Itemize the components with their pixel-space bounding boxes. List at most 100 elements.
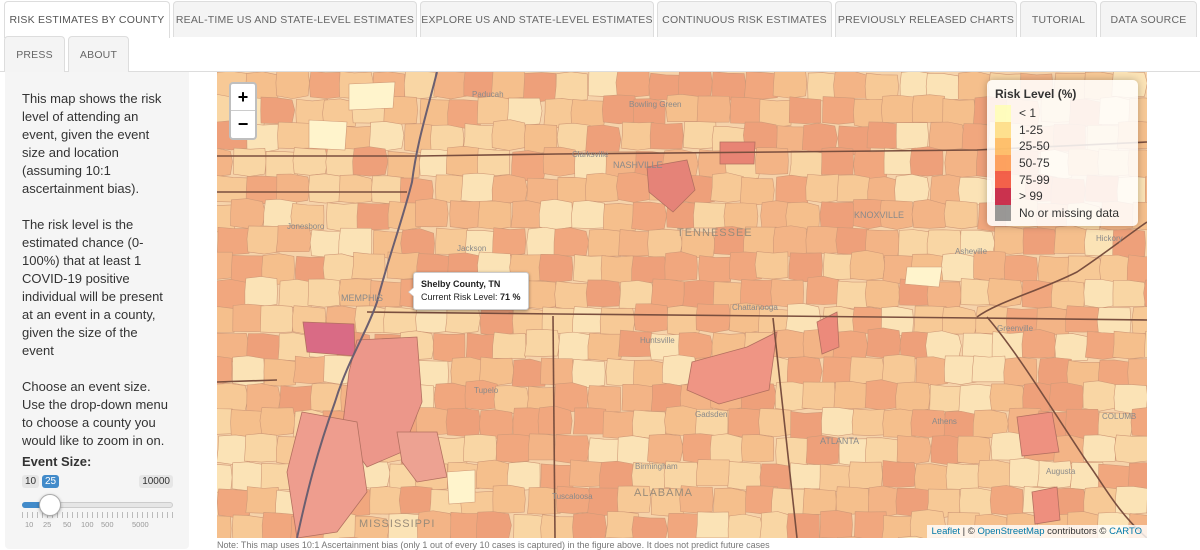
county-shape[interactable] bbox=[293, 356, 328, 383]
county-shape[interactable] bbox=[464, 434, 497, 462]
county-shape[interactable] bbox=[246, 487, 280, 514]
county-shape[interactable] bbox=[958, 72, 990, 100]
county-shape[interactable] bbox=[806, 174, 840, 202]
county-shape[interactable] bbox=[724, 203, 758, 230]
county-shape[interactable] bbox=[433, 333, 465, 361]
county-shape[interactable] bbox=[493, 228, 526, 256]
county-shape[interactable] bbox=[897, 436, 931, 464]
county-shape[interactable] bbox=[1145, 177, 1147, 206]
county-shape[interactable] bbox=[972, 356, 1006, 382]
slider-handle[interactable] bbox=[39, 494, 61, 516]
risk-map[interactable]: Paducah Bowling Green Clarksville NASHVI… bbox=[217, 72, 1147, 538]
county-shape[interactable] bbox=[944, 201, 977, 229]
county-shape[interactable] bbox=[569, 460, 602, 487]
county-shape[interactable] bbox=[941, 253, 976, 281]
county-shape[interactable] bbox=[352, 252, 385, 279]
county-shape[interactable] bbox=[728, 409, 762, 437]
county-shape[interactable] bbox=[217, 148, 232, 177]
county-shape[interactable] bbox=[882, 460, 915, 487]
county-shape[interactable] bbox=[554, 435, 590, 463]
county-shape[interactable] bbox=[1127, 255, 1147, 282]
county-shape[interactable] bbox=[217, 175, 249, 201]
county-shape[interactable] bbox=[1055, 334, 1090, 361]
county-shape[interactable] bbox=[1049, 382, 1084, 411]
county-shape[interactable] bbox=[477, 96, 510, 124]
county-shape[interactable] bbox=[854, 512, 886, 538]
county-shape[interactable] bbox=[896, 382, 930, 412]
county-shape[interactable] bbox=[217, 252, 233, 280]
county-shape[interactable] bbox=[616, 172, 650, 202]
county-shape[interactable] bbox=[384, 307, 419, 334]
county-shape[interactable] bbox=[588, 333, 624, 361]
county-shape[interactable] bbox=[802, 382, 835, 410]
county-shape[interactable] bbox=[586, 125, 621, 153]
county-shape[interactable] bbox=[1023, 228, 1056, 255]
county-shape[interactable] bbox=[806, 226, 840, 253]
county-shape[interactable] bbox=[957, 436, 990, 464]
county-shape[interactable] bbox=[539, 199, 572, 229]
county-shape[interactable] bbox=[603, 411, 637, 438]
openstreetmap-link[interactable]: OpenStreetMap bbox=[977, 526, 1044, 537]
county-shape[interactable] bbox=[665, 252, 698, 281]
county-shape[interactable] bbox=[478, 201, 511, 229]
county-highlight[interactable] bbox=[1017, 412, 1059, 456]
tab-continuous-risk-estimates[interactable]: CONTINUOUS RISK ESTIMATES bbox=[657, 1, 832, 37]
county-shape[interactable] bbox=[260, 305, 293, 332]
county-shape[interactable] bbox=[773, 72, 807, 98]
county-shape[interactable] bbox=[740, 177, 774, 205]
county-shape[interactable] bbox=[789, 150, 822, 177]
county-shape[interactable] bbox=[990, 384, 1025, 411]
county-shape[interactable] bbox=[1066, 409, 1100, 438]
county-shape[interactable] bbox=[541, 358, 574, 385]
county-shape[interactable] bbox=[233, 148, 266, 176]
county-shape[interactable] bbox=[693, 202, 727, 228]
county-shape[interactable] bbox=[357, 203, 391, 230]
county-shape[interactable] bbox=[787, 357, 822, 385]
carto-link[interactable]: CARTO bbox=[1109, 526, 1142, 537]
county-shape[interactable] bbox=[755, 252, 788, 280]
county-shape[interactable] bbox=[496, 434, 531, 462]
county-shape[interactable] bbox=[730, 97, 762, 123]
county-shape[interactable] bbox=[308, 279, 340, 307]
county-shape[interactable] bbox=[244, 433, 277, 462]
county-shape[interactable] bbox=[349, 82, 395, 110]
county-shape[interactable] bbox=[850, 357, 884, 384]
county-shape[interactable] bbox=[309, 174, 343, 203]
county-shape[interactable] bbox=[492, 120, 526, 151]
county-shape[interactable] bbox=[650, 123, 683, 150]
county-shape[interactable] bbox=[326, 203, 359, 232]
county-shape[interactable] bbox=[852, 409, 886, 436]
county-shape[interactable] bbox=[679, 72, 713, 97]
county-shape[interactable] bbox=[276, 174, 310, 203]
county-shape[interactable] bbox=[820, 202, 856, 229]
county-shape[interactable] bbox=[399, 486, 433, 513]
county-shape[interactable] bbox=[881, 95, 914, 122]
county-shape[interactable] bbox=[741, 435, 773, 462]
county-shape[interactable] bbox=[586, 280, 620, 307]
county-shape[interactable] bbox=[865, 380, 898, 410]
county-shape[interactable] bbox=[820, 510, 853, 538]
county-shape[interactable] bbox=[245, 277, 278, 307]
county-shape[interactable] bbox=[619, 229, 652, 256]
county-shape[interactable] bbox=[882, 355, 915, 385]
county-shape[interactable] bbox=[622, 384, 655, 411]
county-shape[interactable] bbox=[632, 410, 667, 438]
county-shape[interactable] bbox=[278, 122, 313, 149]
county-shape[interactable] bbox=[1051, 281, 1084, 310]
county-shape[interactable] bbox=[616, 72, 649, 97]
county-shape[interactable] bbox=[834, 381, 868, 408]
county-shape[interactable] bbox=[369, 121, 404, 150]
county-shape[interactable] bbox=[789, 97, 821, 124]
county-shape[interactable] bbox=[866, 328, 900, 358]
county-shape[interactable] bbox=[850, 250, 885, 280]
county-shape[interactable] bbox=[849, 462, 883, 489]
county-shape[interactable] bbox=[865, 280, 900, 308]
county-shape[interactable] bbox=[632, 202, 667, 231]
zoom-in-button[interactable]: + bbox=[231, 84, 255, 111]
county-shape[interactable] bbox=[914, 306, 947, 333]
county-shape[interactable] bbox=[450, 201, 482, 229]
county-shape[interactable] bbox=[217, 464, 232, 492]
county-shape[interactable] bbox=[1083, 435, 1116, 462]
county-shape[interactable] bbox=[217, 489, 250, 518]
county-shape[interactable] bbox=[372, 176, 405, 204]
